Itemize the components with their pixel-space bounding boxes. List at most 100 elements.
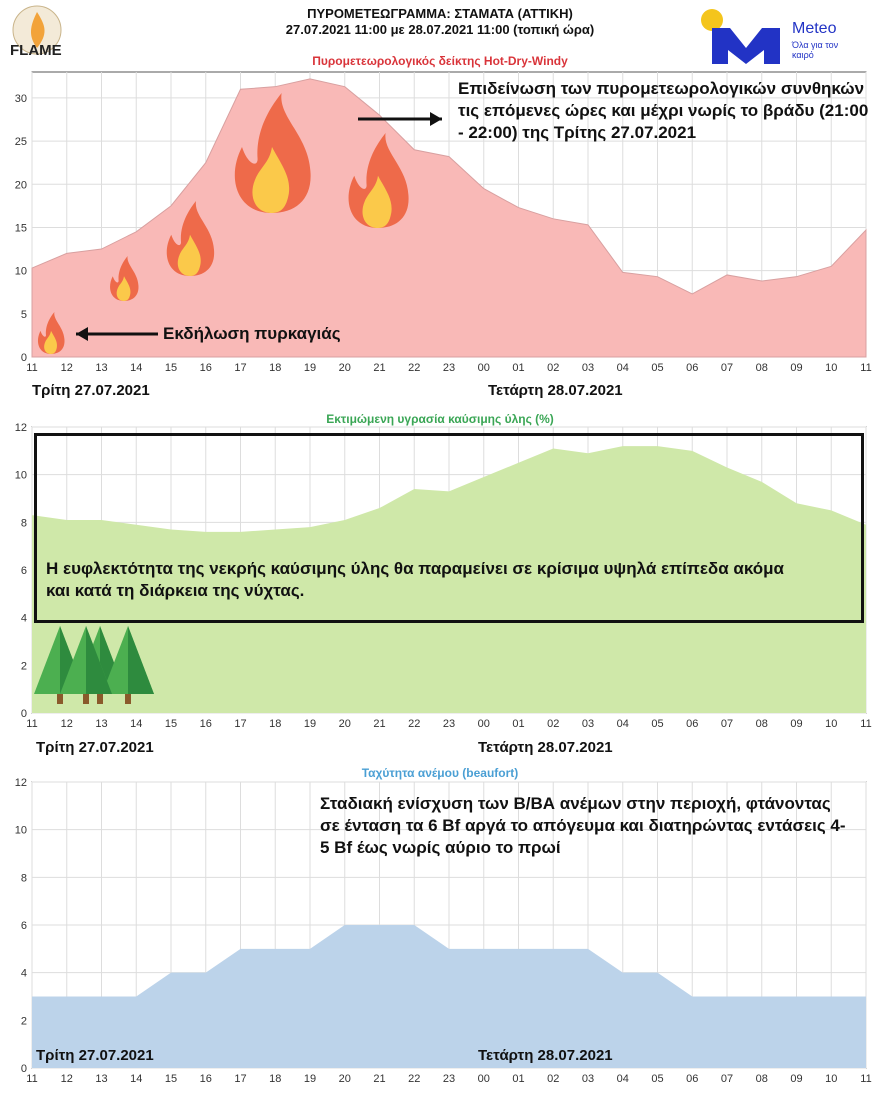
x-tick-label: 09	[790, 362, 802, 374]
y-tick-label: 0	[21, 708, 27, 720]
x-tick-label: 15	[165, 1073, 177, 1085]
x-tick-label: 18	[269, 362, 281, 374]
y-tick-label: 8	[21, 517, 27, 529]
arrowhead-icon	[76, 327, 88, 341]
x-tick-label: 11	[26, 1073, 37, 1085]
chart3-area	[32, 925, 866, 1068]
date-label-wednesday: Τετάρτη 28.07.2021	[478, 1047, 613, 1064]
x-tick-label: 02	[547, 1073, 559, 1085]
tree-icon	[102, 626, 154, 704]
flame-icon	[348, 133, 409, 228]
y-tick-label: 8	[21, 872, 27, 884]
date-label-tuesday: Τρίτη 27.07.2021	[36, 739, 154, 756]
x-tick-label: 15	[165, 362, 177, 374]
flame-icon	[37, 312, 65, 354]
x-tick-label: 16	[200, 1073, 212, 1085]
x-tick-label: 14	[130, 1073, 142, 1085]
x-tick-label: 02	[547, 718, 559, 730]
chart1-title: Πυρομετεωρολογικός δείκτης Hot-Dry-Windy	[312, 54, 568, 68]
date-label-tuesday: Τρίτη 27.07.2021	[32, 382, 150, 399]
y-tick-label: 2	[21, 1015, 27, 1027]
x-tick-label: 08	[756, 1073, 768, 1085]
x-tick-label: 07	[721, 362, 733, 374]
x-tick-label: 01	[512, 718, 524, 730]
x-tick-label: 16	[200, 718, 212, 730]
x-tick-label: 03	[582, 718, 594, 730]
meteo-logo: Meteo Όλα για τον καιρό	[700, 6, 860, 64]
x-tick-label: 04	[617, 1073, 629, 1085]
y-tick-label: 10	[15, 266, 27, 278]
flame-icon	[234, 92, 311, 213]
x-tick-label: 05	[651, 362, 663, 374]
y-tick-label: 12	[15, 422, 27, 434]
x-tick-label: 18	[269, 718, 281, 730]
x-tick-label: 10	[825, 1073, 837, 1085]
x-tick-label: 10	[825, 362, 837, 374]
x-tick-label: 00	[478, 362, 490, 374]
chart2-annotation: Η ευφλεκτότητα της νεκρής καύσιμης ύλης …	[46, 559, 784, 600]
x-tick-label: 18	[269, 1073, 281, 1085]
flame-logo-text: FLAME	[10, 42, 62, 59]
flame-icon	[110, 256, 139, 301]
x-tick-label: 16	[200, 362, 212, 374]
date-label-tuesday: Τρίτη 27.07.2021	[36, 1047, 154, 1064]
y-tick-label: 0	[21, 352, 27, 364]
y-tick-label: 6	[21, 565, 27, 577]
x-tick-label: 11	[26, 362, 37, 374]
x-tick-label: 11	[860, 362, 871, 374]
x-tick-label: 08	[756, 362, 768, 374]
flame-logo: FLAME	[6, 4, 68, 62]
x-tick-label: 07	[721, 1073, 733, 1085]
x-tick-label: 10	[825, 718, 837, 730]
chart2-annotation-box	[34, 433, 864, 623]
x-tick-label: 09	[790, 1073, 802, 1085]
y-tick-label: 25	[15, 136, 27, 148]
x-tick-label: 01	[512, 362, 524, 374]
y-tick-label: 2	[21, 660, 27, 672]
x-tick-label: 09	[790, 718, 802, 730]
x-tick-label: 23	[443, 362, 455, 374]
x-tick-label: 12	[61, 362, 73, 374]
x-tick-label: 21	[373, 1073, 385, 1085]
x-tick-label: 20	[339, 1073, 351, 1085]
y-tick-label: 6	[21, 920, 27, 932]
header-period: 27.07.2021 11:00 με 28.07.2021 11:00 (το…	[285, 22, 595, 37]
y-tick-label: 5	[21, 309, 27, 321]
x-tick-label: 14	[130, 362, 142, 374]
x-tick-label: 01	[512, 1073, 524, 1085]
chart3-title: Ταχύτητα ανέμου (beaufort)	[361, 766, 519, 780]
x-tick-label: 05	[651, 1073, 663, 1085]
y-tick-label: 4	[21, 968, 27, 980]
y-tick-label: 12	[15, 777, 27, 789]
x-tick-label: 15	[165, 718, 177, 730]
x-tick-label: 06	[686, 1073, 698, 1085]
x-tick-label: 07	[721, 718, 733, 730]
x-tick-label: 08	[756, 718, 768, 730]
x-tick-label: 06	[686, 362, 698, 374]
date-label-wednesday: Τετάρτη 28.07.2021	[488, 382, 623, 399]
y-tick-label: 4	[21, 613, 27, 625]
x-tick-label: 00	[478, 1073, 490, 1085]
header-title: ΠΥΡΟΜΕΤΕΩΓΡΑΜΜΑ: ΣΤΑΜΑΤΑ (ΑΤΤΙΚΗ)	[307, 6, 573, 21]
x-tick-label: 11	[860, 718, 871, 730]
x-tick-label: 13	[95, 718, 107, 730]
x-tick-label: 17	[234, 1073, 246, 1085]
x-tick-label: 04	[617, 362, 629, 374]
y-tick-label: 30	[15, 93, 27, 105]
chart3-annotation: Σταδιακή ενίσχυση των Β/ΒΑ ανέμων στην π…	[320, 794, 846, 857]
x-tick-label: 19	[304, 1073, 316, 1085]
x-tick-label: 05	[651, 718, 663, 730]
meteo-logo-tagline: Όλα για τον καιρό	[792, 40, 839, 60]
x-tick-label: 20	[339, 362, 351, 374]
y-tick-label: 0	[21, 1063, 27, 1075]
x-tick-label: 00	[478, 718, 490, 730]
date-label-wednesday: Τετάρτη 28.07.2021	[478, 739, 613, 756]
x-tick-label: 22	[408, 1073, 420, 1085]
chart2-title: Εκτιμώμενη υγρασία καύσιμης ύλης (%)	[326, 412, 554, 426]
x-tick-label: 17	[234, 362, 246, 374]
x-tick-label: 11	[26, 718, 37, 730]
x-tick-label: 06	[686, 718, 698, 730]
x-tick-label: 12	[61, 1073, 73, 1085]
x-tick-label: 12	[61, 718, 73, 730]
